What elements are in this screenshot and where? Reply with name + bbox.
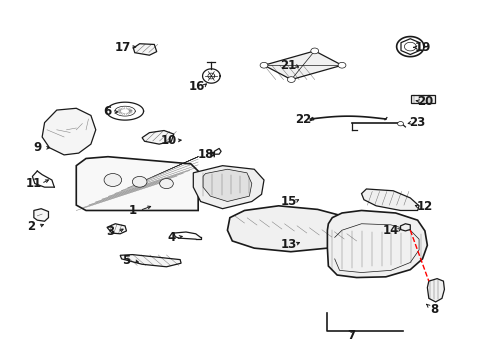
Text: 7: 7	[347, 329, 355, 342]
Polygon shape	[227, 206, 351, 252]
Text: 19: 19	[413, 41, 430, 54]
Text: 11: 11	[26, 177, 42, 190]
Text: 12: 12	[416, 201, 432, 213]
Polygon shape	[203, 169, 251, 202]
Text: 2: 2	[27, 220, 35, 233]
Polygon shape	[142, 131, 173, 144]
Bar	[410, 95, 434, 103]
Circle shape	[287, 77, 295, 82]
Text: 23: 23	[408, 116, 425, 129]
Text: 13: 13	[280, 238, 296, 251]
Polygon shape	[76, 157, 198, 211]
Text: 3: 3	[106, 225, 114, 238]
Circle shape	[337, 62, 345, 68]
Circle shape	[104, 174, 122, 186]
Text: 9: 9	[33, 141, 41, 154]
Polygon shape	[120, 255, 181, 267]
Polygon shape	[327, 211, 427, 278]
Circle shape	[260, 62, 267, 68]
Text: 10: 10	[161, 134, 177, 147]
Polygon shape	[42, 108, 96, 155]
Text: 14: 14	[382, 224, 398, 237]
Text: 17: 17	[114, 41, 130, 54]
Text: 5: 5	[122, 254, 130, 267]
Text: 16: 16	[188, 80, 204, 93]
Polygon shape	[193, 166, 264, 209]
Text: 18: 18	[197, 148, 213, 161]
Polygon shape	[400, 224, 409, 231]
Polygon shape	[34, 209, 48, 221]
Text: 8: 8	[429, 303, 438, 316]
Text: 21: 21	[280, 59, 296, 72]
Text: 15: 15	[280, 195, 296, 208]
Polygon shape	[264, 51, 341, 80]
Text: 1: 1	[128, 204, 136, 217]
Text: 20: 20	[416, 95, 432, 108]
Text: 22: 22	[294, 113, 310, 126]
Polygon shape	[427, 279, 444, 302]
Text: 6: 6	[102, 105, 111, 118]
Circle shape	[397, 122, 403, 126]
Polygon shape	[361, 189, 418, 211]
Polygon shape	[107, 224, 126, 234]
Polygon shape	[133, 44, 157, 55]
Circle shape	[159, 179, 173, 189]
Text: 4: 4	[167, 231, 175, 244]
Circle shape	[132, 176, 147, 187]
Circle shape	[310, 48, 318, 54]
